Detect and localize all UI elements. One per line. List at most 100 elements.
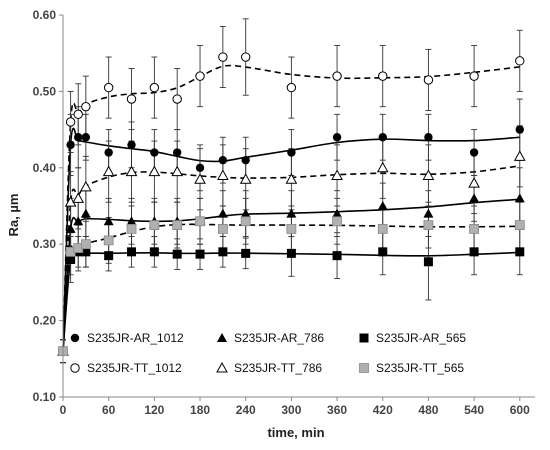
- point-s235jr-ar-1012: [195, 163, 205, 172]
- point-s235jr-tt-1012: [378, 71, 388, 81]
- point-s235jr-tt-565: [217, 224, 228, 234]
- point-s235jr-ar-565: [149, 247, 159, 257]
- point-s235jr-ar-1012: [127, 140, 136, 150]
- x-tick-label: 300: [281, 403, 301, 417]
- legend-marker: [70, 363, 80, 373]
- point-s235jr-tt-1012: [73, 109, 83, 120]
- point-s235jr-ar-786: [423, 208, 434, 218]
- point-s235jr-ar-565: [81, 247, 91, 257]
- point-s235jr-tt-1012: [241, 52, 251, 62]
- point-s235jr-ar-786: [65, 223, 76, 233]
- point-s235jr-ar-1012: [81, 133, 91, 142]
- legend-marker: [70, 333, 80, 343]
- legend-marker: [216, 361, 228, 373]
- legend-entry: S235JR-AR_565: [359, 331, 466, 345]
- point-s235jr-tt-565: [240, 216, 251, 227]
- point-s235jr-tt-1012: [286, 82, 297, 93]
- x-tick-label: 0: [60, 403, 67, 417]
- legend-label: S235JR-TT_565: [376, 361, 464, 375]
- point-s235jr-ar-565: [218, 247, 228, 257]
- point-s235jr-tt-1012: [149, 82, 160, 93]
- x-tick-label: 420: [373, 403, 393, 417]
- y-tick-label: 0.60: [33, 8, 57, 22]
- x-tick-label: 240: [236, 403, 256, 417]
- point-s235jr-ar-565: [127, 247, 137, 257]
- point-s235jr-tt-565: [514, 220, 525, 231]
- point-s235jr-tt-786: [72, 192, 85, 203]
- point-s235jr-tt-1012: [423, 75, 434, 85]
- point-s235jr-ar-565: [332, 251, 342, 261]
- error-bars: [60, 18, 523, 364]
- point-s235jr-tt-786: [239, 173, 252, 184]
- x-tick-label: 180: [190, 403, 210, 417]
- point-s235jr-ar-786: [332, 208, 343, 218]
- x-tick-label: 480: [418, 403, 438, 417]
- point-s235jr-tt-565: [286, 224, 297, 234]
- point-s235jr-tt-565: [377, 224, 388, 234]
- legend-label: S235JR-AR_1012: [87, 331, 184, 345]
- y-tick-label: 0.40: [33, 161, 57, 175]
- point-s235jr-tt-1012: [218, 52, 228, 62]
- point-s235jr-ar-565: [469, 247, 479, 257]
- x-tick-label: 120: [144, 403, 164, 417]
- point-s235jr-ar-786: [126, 216, 137, 226]
- legend-label: S235JR-AR_786: [234, 331, 324, 345]
- point-s235jr-tt-786: [513, 150, 526, 161]
- point-s235jr-tt-1012: [332, 71, 342, 81]
- point-s235jr-ar-786: [469, 193, 480, 203]
- point-s235jr-tt-565: [126, 224, 137, 234]
- x-tick-label: 600: [510, 403, 530, 417]
- legend-entry: S235JR-AR_786: [217, 331, 324, 345]
- point-s235jr-tt-1012: [469, 71, 479, 81]
- legend-label: S235JR-AR_565: [376, 331, 466, 345]
- x-tick-label: 540: [464, 403, 484, 417]
- point-s235jr-ar-565: [172, 249, 182, 259]
- point-s235jr-ar-565: [66, 254, 76, 264]
- point-s235jr-ar-1012: [469, 148, 479, 157]
- point-s235jr-ar-786: [73, 216, 84, 226]
- point-s235jr-tt-786: [468, 177, 480, 188]
- point-s235jr-tt-1012: [81, 101, 91, 112]
- point-s235jr-tt-786: [79, 180, 92, 192]
- point-s235jr-ar-1012: [378, 133, 387, 142]
- point-s235jr-tt-1012: [126, 94, 137, 104]
- point-s235jr-ar-565: [423, 257, 433, 267]
- point-s235jr-tt-786: [376, 161, 389, 173]
- point-s235jr-ar-565: [241, 248, 251, 258]
- point-s235jr-tt-565: [172, 220, 183, 231]
- legend-marker: [217, 333, 227, 342]
- point-s235jr-tt-786: [285, 173, 298, 184]
- legend-entry: S235JR-AR_1012: [70, 331, 184, 345]
- legend-entry: S235JR-TT_786: [216, 361, 322, 375]
- y-axis-label: Ra, µm: [6, 194, 21, 237]
- point-s235jr-ar-1012: [150, 148, 159, 157]
- point-s235jr-tt-1012: [172, 94, 182, 104]
- x-tick-label: 60: [102, 403, 116, 417]
- point-s235jr-ar-565: [104, 251, 114, 261]
- point-s235jr-tt-786: [331, 169, 343, 180]
- point-s235jr-ar-1012: [332, 133, 342, 142]
- y-tick-label: 0.20: [33, 314, 57, 328]
- axes: [59, 14, 535, 401]
- point-s235jr-tt-565: [469, 224, 479, 234]
- legend-label: S235JR-TT_1012: [87, 361, 182, 375]
- point-s235jr-tt-1012: [195, 71, 205, 81]
- point-s235jr-tt-786: [194, 173, 206, 184]
- y-tick-label: 0.10: [33, 390, 57, 404]
- point-s235jr-tt-786: [125, 165, 138, 177]
- point-s235jr-ar-565: [515, 247, 525, 257]
- point-s235jr-ar-1012: [104, 148, 113, 157]
- point-s235jr-ar-786: [240, 208, 251, 218]
- point-s235jr-tt-786: [422, 169, 435, 180]
- point-s235jr-tt-565: [80, 239, 91, 250]
- point-s235jr-ar-786: [80, 208, 91, 218]
- point-s235jr-ar-565: [286, 248, 296, 258]
- point-s235jr-ar-1012: [172, 148, 182, 157]
- x-tick-label: 360: [327, 403, 347, 417]
- point-s235jr-ar-1012: [66, 140, 75, 150]
- point-s235jr-ar-1012: [74, 133, 83, 142]
- point-s235jr-ar-786: [103, 216, 114, 226]
- point-s235jr-tt-786: [171, 165, 184, 177]
- point-s235jr-tt-1012: [103, 82, 114, 93]
